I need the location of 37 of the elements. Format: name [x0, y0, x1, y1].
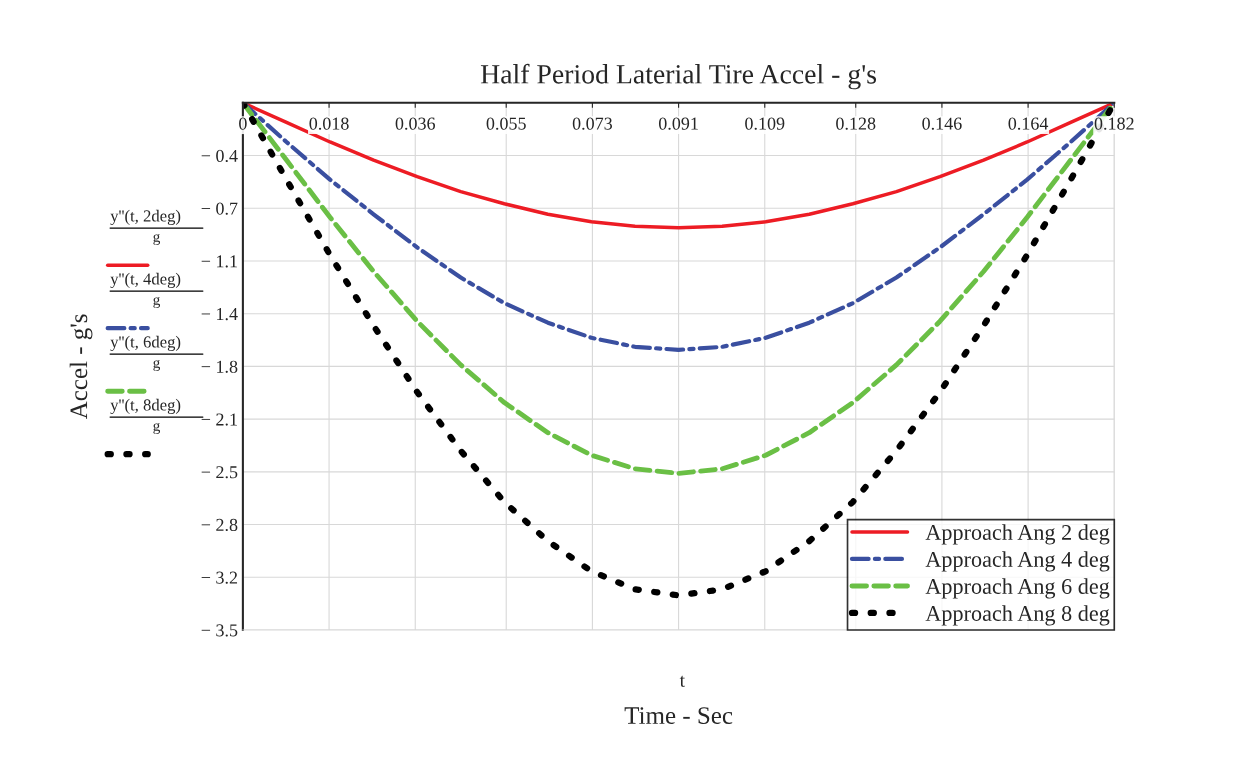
y-tick-label: − 3.2 [201, 571, 238, 584]
text: t [679, 675, 685, 687]
x-tick-label: 0.164 [1008, 117, 1049, 130]
y-tick-label: − 0.7 [201, 202, 238, 215]
text: g [153, 296, 161, 309]
x-tick-label: 0.128 [836, 117, 876, 130]
chart-title: Half Period Laterial Tire Accel - g's [480, 63, 877, 90]
y-tick-label: − 0.4 [201, 149, 238, 163]
x-tick-label: 0 [239, 117, 247, 130]
text: g [153, 233, 161, 246]
y-tick-label: − 1.8 [201, 360, 238, 373]
x-tick-label: 0.109 [745, 117, 785, 130]
text: y''(t, 6deg) [110, 335, 181, 351]
text: y''(t, 8deg) [110, 398, 181, 414]
y-tick-label: − 1.1 [201, 255, 237, 268]
legend-label: Approach Ang 4 deg [925, 551, 1110, 572]
legend-label: Approach Ang 2 deg [925, 524, 1110, 545]
x-tick-label: 0.091 [658, 117, 698, 130]
x-tick-label: 0.055 [486, 117, 526, 130]
x-tick-label: 0.146 [922, 117, 962, 130]
legend-label: Approach Ang 6 deg [925, 578, 1110, 599]
y-tick-label: − 2.5 [201, 466, 238, 479]
y-tick-label: − 1.4 [201, 308, 238, 321]
legend-label: Approach Ang 8 deg [925, 605, 1110, 626]
text: g [153, 422, 161, 435]
y-axis-title: Accel - g's [69, 314, 93, 420]
y-tick-label: − 2.1 [201, 413, 237, 426]
y-tick-label: − 2.8 [201, 518, 238, 532]
text: y''(t, 2deg) [110, 209, 181, 225]
x-tick-label: 0.018 [309, 117, 349, 130]
x-tick-label: 0.036 [395, 117, 436, 130]
text: y''(t, 4deg) [110, 272, 181, 288]
y-tick-label: − 3.5 [201, 624, 238, 637]
x-axis-title: Time - Sec [624, 707, 733, 724]
x-tick-label: 0.182 [1094, 117, 1134, 130]
text: g [153, 359, 161, 372]
x-tick-label: 0.073 [572, 117, 613, 130]
